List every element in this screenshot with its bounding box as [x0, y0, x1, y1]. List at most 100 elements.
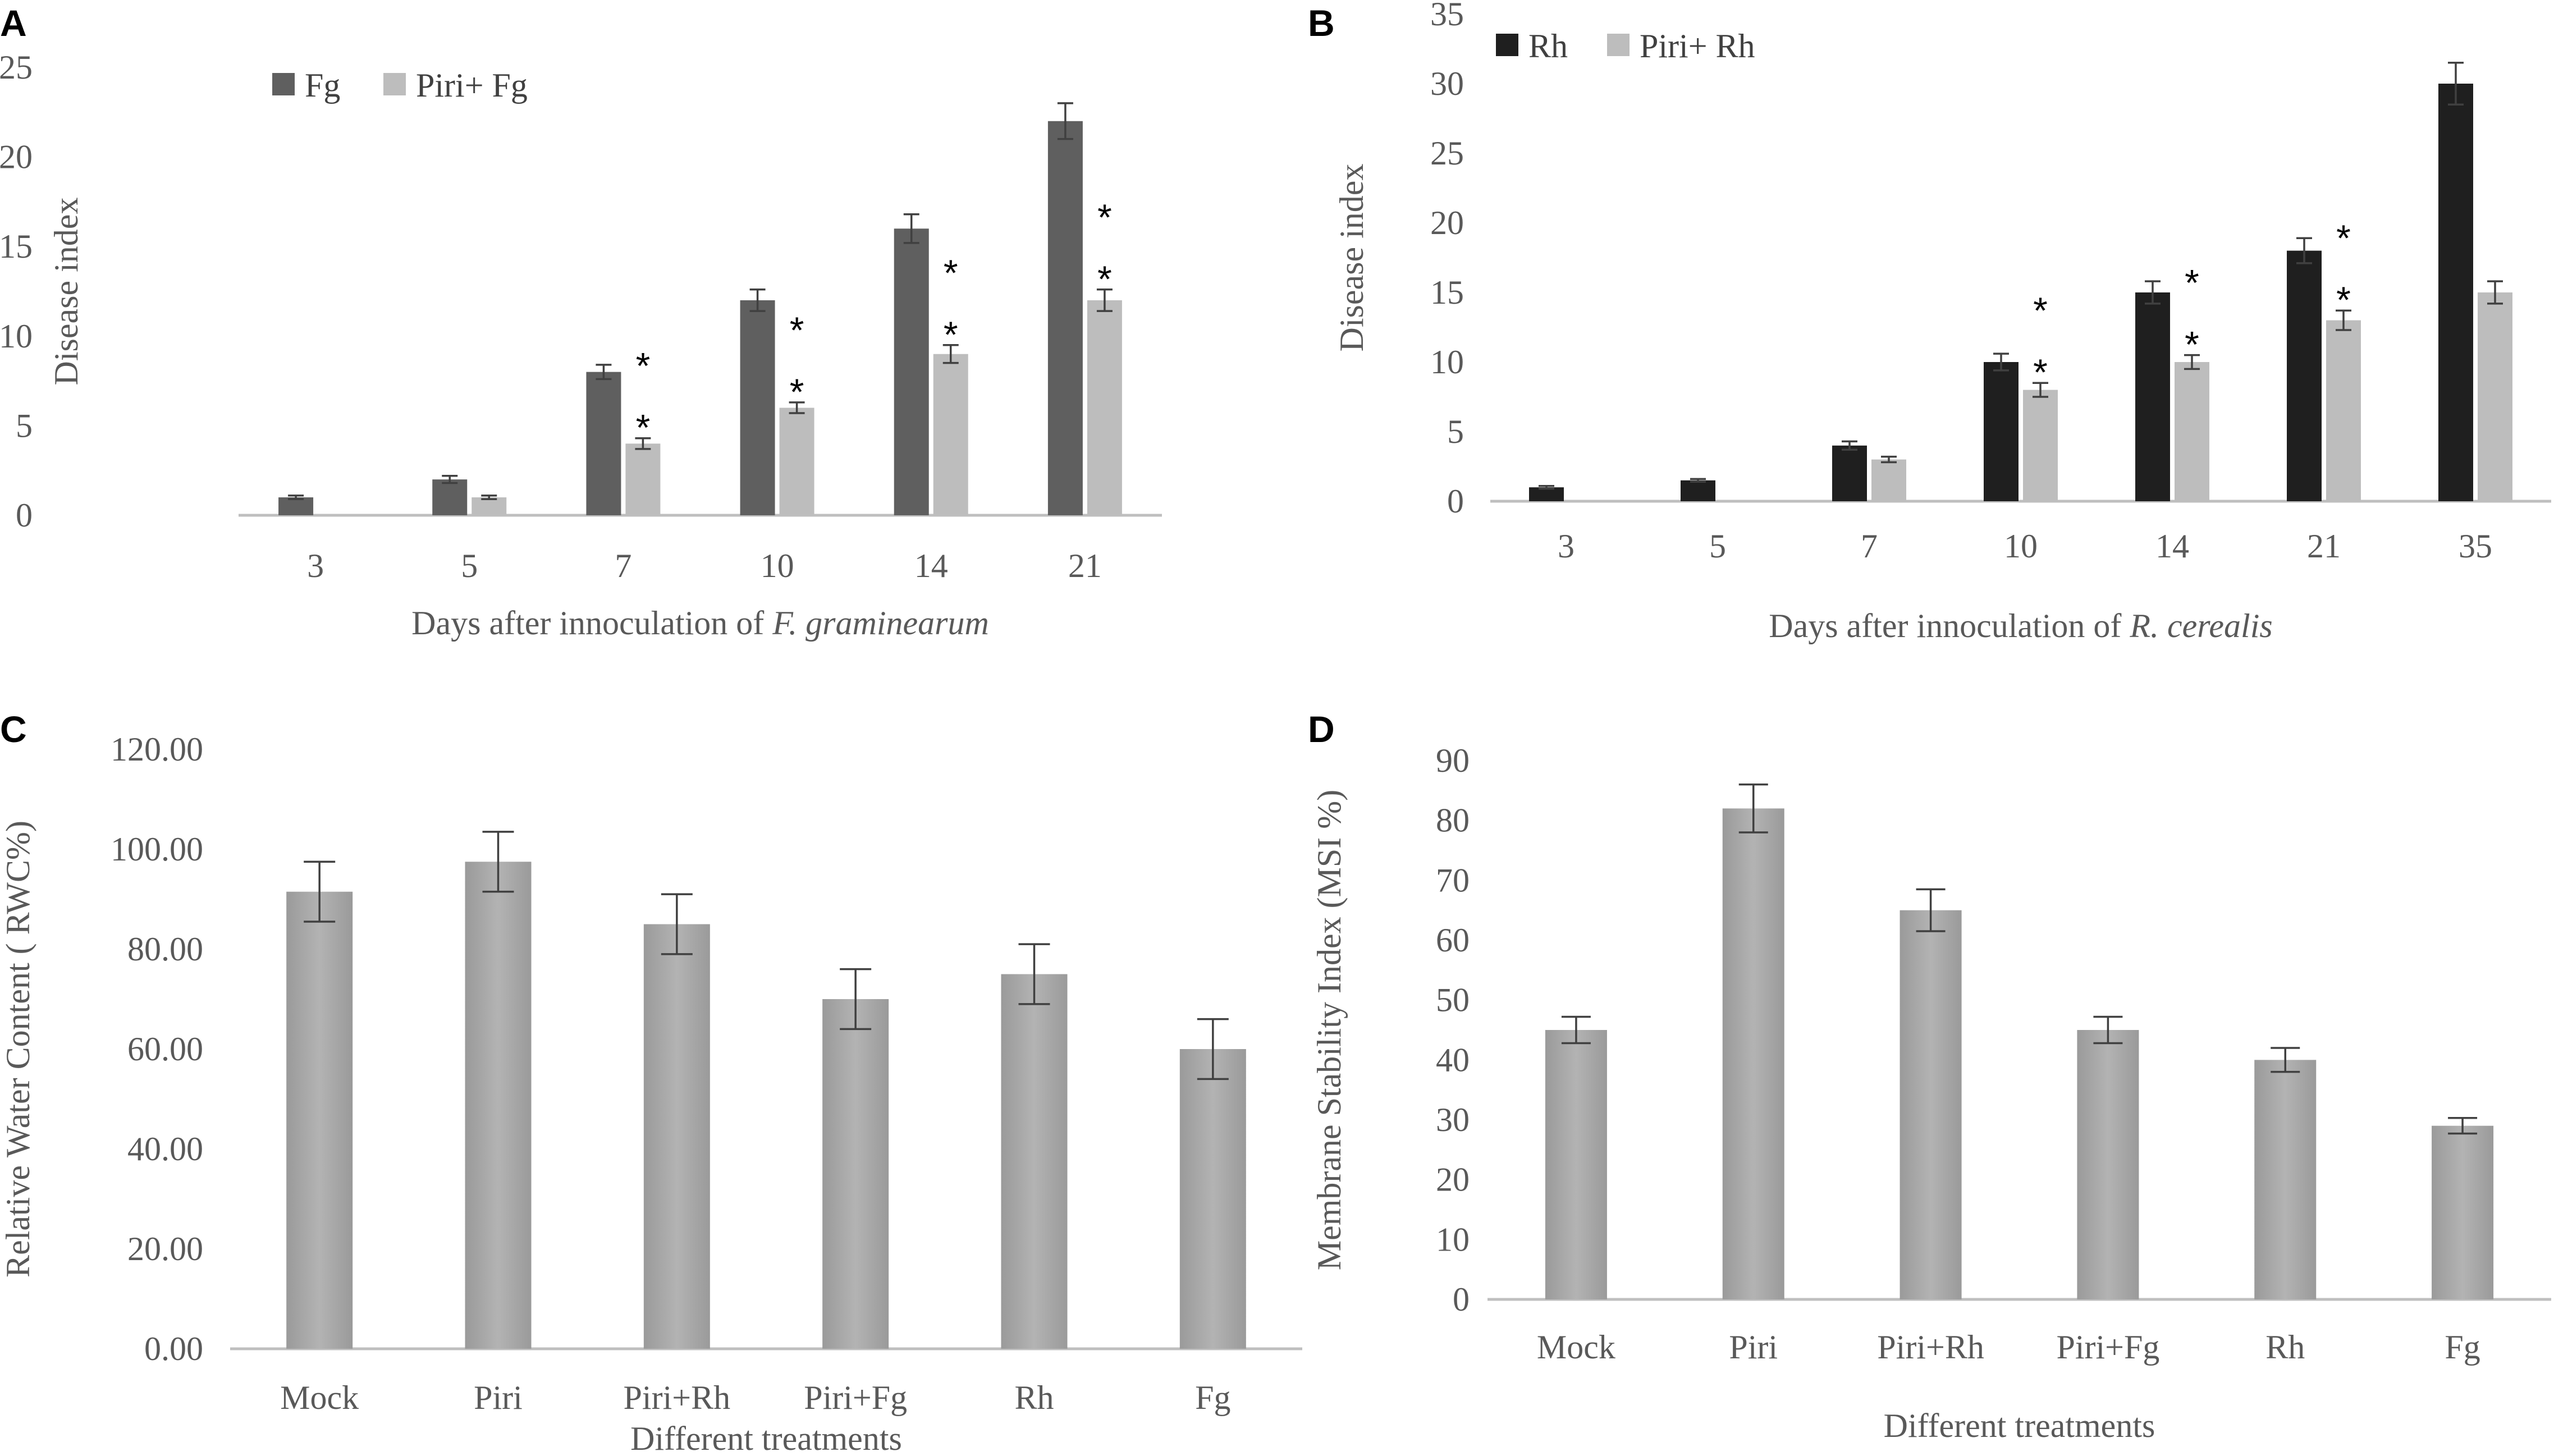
x-tick-label: Mock [1537, 1329, 1615, 1366]
significance-star: * [2185, 262, 2199, 304]
significance-star: * [944, 252, 958, 294]
y-tick-label: 70 [1436, 862, 1470, 899]
significance-star: * [790, 371, 804, 413]
bar-msi-fg [2432, 1125, 2494, 1299]
bar-msi-rh [2254, 1060, 2317, 1299]
panel-c: C 0.00 20.00 40.00 60.00 80.00 100.00 120.00 Moc… [0, 708, 1302, 1456]
panel-d: D 0 10 20 30 40 50 60 70 80 90 Mock Piri Piri+Rh Piri+… [1308, 708, 2551, 1444]
bar-fg-5 [432, 479, 468, 515]
bar-piri-rh-35 [2478, 292, 2512, 501]
significance-star: * [2336, 279, 2351, 320]
x-tick-label: 10 [761, 547, 794, 584]
y-tick-label: 10 [1436, 1221, 1470, 1258]
significance-star: * [2033, 351, 2048, 393]
significance-star: * [636, 345, 651, 387]
y-tick-label: 20 [1436, 1161, 1470, 1198]
legend-swatch [1607, 34, 1630, 56]
bar-fg-10 [740, 300, 775, 515]
bar-fg-14 [894, 228, 929, 515]
bar-piri-fg-21 [1087, 300, 1122, 515]
y-tick-label: 100.00 [111, 831, 203, 868]
significance-star: * [790, 309, 804, 351]
y-tick-label: 5 [1447, 413, 1464, 450]
bar-piri-fg-5 [472, 497, 507, 515]
x-tick-label: 21 [2307, 528, 2341, 565]
legend-swatch [1496, 34, 1518, 56]
bar-piri-rh-14 [2175, 362, 2209, 501]
significance-star: * [1097, 196, 1112, 238]
y-tick-label: 5 [16, 407, 33, 444]
x-tick-label: Piri+Rh [1877, 1329, 1984, 1366]
y-tick-label: 30 [1436, 1101, 1470, 1138]
legend-label: Piri+ Fg [416, 67, 528, 104]
x-axis-title: Days after innoculation of R. cerealis [1769, 607, 2272, 644]
bar-msi-piri-rh [1900, 910, 1962, 1299]
legend-swatch [383, 73, 406, 95]
bar-piri-rh-7 [1871, 459, 1906, 501]
x-tick-label: 14 [2155, 528, 2189, 565]
bar-rwc-rh [1001, 974, 1068, 1349]
x-axis-title: Different treatments [630, 1420, 902, 1456]
bar-piri-rh-21 [2326, 320, 2361, 501]
y-tick-label: 40.00 [127, 1130, 203, 1167]
panel-letter: D [1308, 708, 1335, 750]
x-axis-title-text: Different treatments [1884, 1407, 2155, 1444]
bar-piri-fg-14 [933, 354, 968, 515]
significance-star: * [944, 314, 958, 355]
x-tick-label: 3 [307, 547, 324, 584]
x-tick-label: 5 [1709, 528, 1726, 565]
y-tick-label: 40 [1436, 1041, 1470, 1078]
y-tick-label: 120.00 [111, 731, 203, 768]
y-axis-title: Disease index [1333, 164, 1370, 352]
y-tick-label: 20.00 [127, 1230, 203, 1267]
x-tick-label: Piri+Fg [2056, 1329, 2159, 1366]
y-tick-label: 15 [0, 228, 33, 265]
bar-piri-fg-7 [625, 443, 661, 515]
bar-msi-mock [1545, 1030, 1607, 1299]
bar-msi-piri-fg [2077, 1030, 2139, 1299]
bar-piri-rh-10 [2023, 390, 2058, 501]
x-tick-label: Piri+Fg [804, 1379, 907, 1416]
x-axis-title: Days after innoculation of F. graminearu… [411, 605, 989, 642]
x-tick-label: 14 [914, 547, 948, 584]
x-tick-label: 5 [461, 547, 478, 584]
bar-rh-5 [1681, 480, 1715, 501]
x-axis-title: Different treatments [1884, 1407, 2155, 1444]
y-tick-label: 10 [0, 318, 33, 355]
x-tick-label: 7 [615, 547, 631, 584]
panel-letter: A [0, 2, 27, 44]
significance-star: * [636, 407, 651, 448]
bar-rh-7 [1832, 445, 1867, 501]
bar-rwc-fg [1179, 1049, 1246, 1349]
panel-a: A 0 5 10 15 20 25 3 5 7 10 14 21 * * * * * * * * Fg Piri+ Fg Da… [0, 2, 1162, 642]
x-tick-label: Piri [474, 1379, 523, 1416]
legend-label: Piri+ Rh [1640, 28, 1755, 65]
x-axis-title-text: Different treatments [630, 1420, 902, 1456]
y-tick-label: 60.00 [127, 1031, 203, 1068]
y-axis-title: Disease index [48, 198, 85, 386]
y-tick-label: 20 [0, 139, 33, 176]
x-tick-label: Mock [280, 1379, 359, 1416]
y-tick-label: 0 [16, 497, 33, 534]
x-tick-label: Fg [1195, 1379, 1230, 1416]
y-tick-label: 60 [1436, 922, 1470, 959]
x-tick-label: Rh [2265, 1329, 2305, 1366]
x-tick-label: Rh [1014, 1379, 1054, 1416]
y-tick-label: 25 [1430, 135, 1464, 172]
y-tick-label: 10 [1430, 344, 1464, 381]
y-tick-label: 30 [1430, 65, 1464, 102]
bar-fg-7 [586, 372, 621, 515]
y-tick-label: 50 [1436, 982, 1470, 1019]
significance-star: * [1097, 258, 1112, 300]
significance-star: * [2033, 290, 2048, 331]
y-tick-label: 0 [1447, 483, 1464, 520]
y-tick-label: 80 [1436, 802, 1470, 839]
panel-letter: C [0, 708, 27, 750]
panel-letter: B [1308, 2, 1335, 44]
bar-piri-fg-10 [779, 408, 814, 515]
significance-star: * [2336, 217, 2351, 259]
y-tick-label: 80.00 [127, 931, 203, 968]
bar-fg-3 [278, 497, 314, 515]
y-tick-label: 35 [1430, 0, 1464, 33]
